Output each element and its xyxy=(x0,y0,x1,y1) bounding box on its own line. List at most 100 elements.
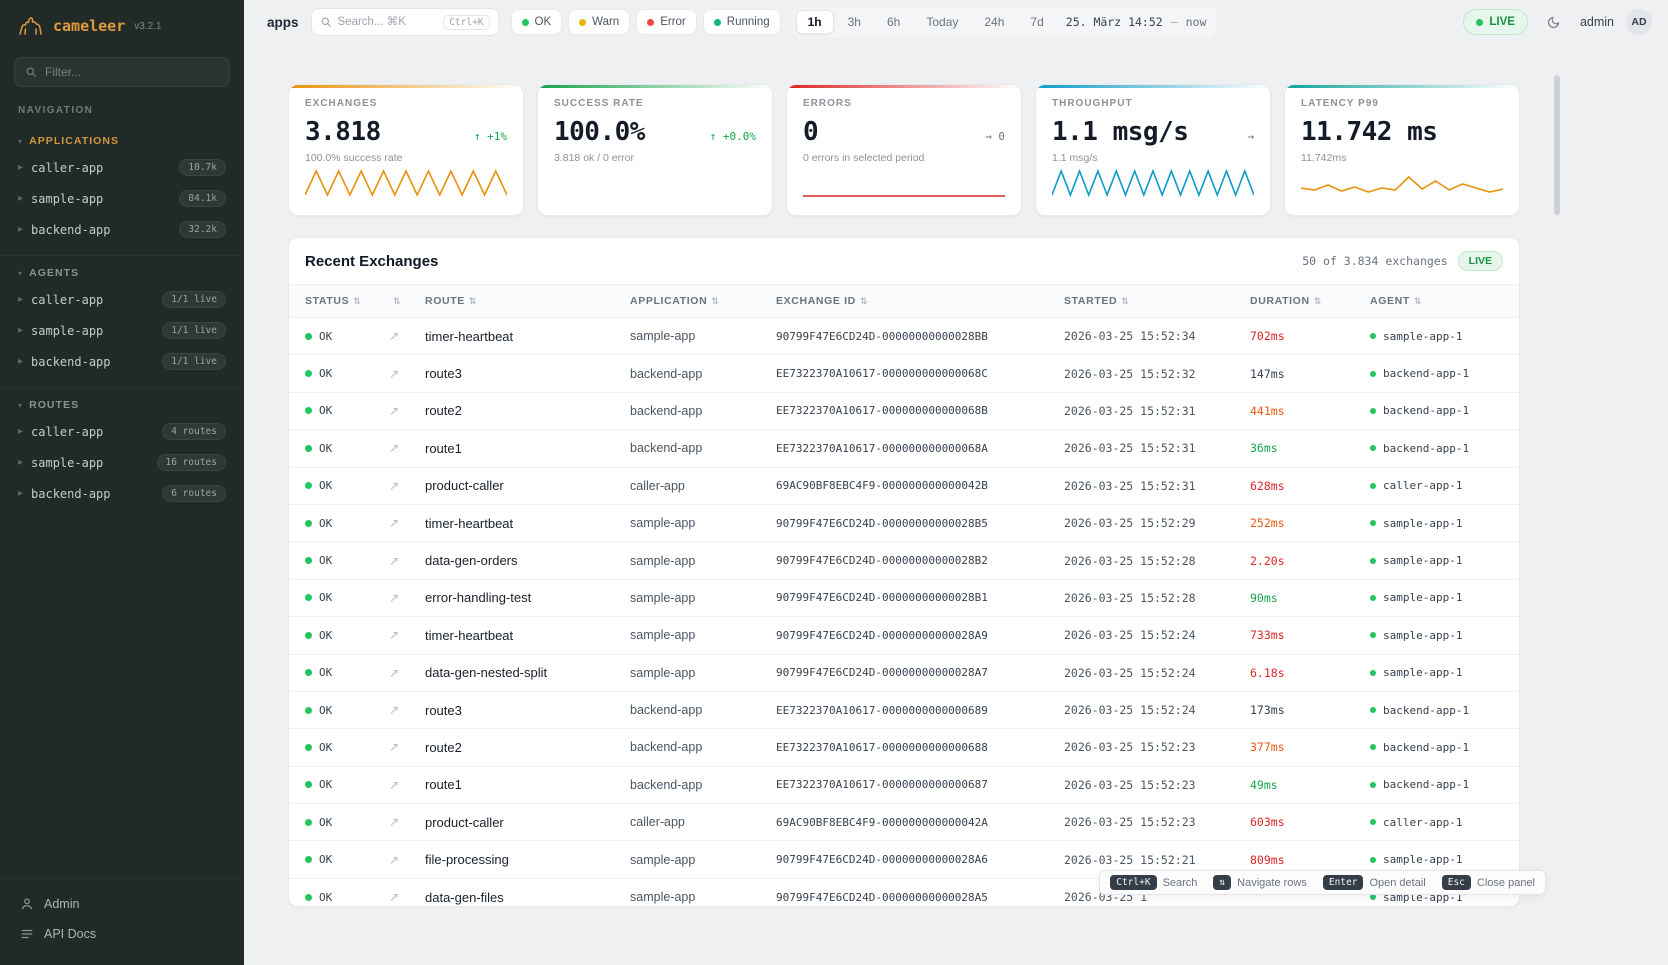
kpi-trend: ↑ +0.0% xyxy=(709,130,756,143)
agent-status-dot-icon xyxy=(1370,894,1376,901)
open-detail-icon[interactable]: ↗ xyxy=(389,852,400,867)
time-range-button[interactable]: Today xyxy=(914,10,970,34)
sidebar-item[interactable]: ▸ backend-app 1/1 live xyxy=(8,346,236,377)
section-title-label: AGENTS xyxy=(29,267,80,279)
sidebar-item[interactable]: ▸ caller-app 4 routes xyxy=(8,416,236,447)
column-header[interactable]: ROUTE ⇅ xyxy=(425,295,630,307)
open-detail-icon[interactable]: ↗ xyxy=(389,890,400,905)
status-ok-dot-icon xyxy=(305,332,312,340)
open-detail-icon[interactable]: ↗ xyxy=(389,329,400,344)
status-cell: OK xyxy=(305,404,389,417)
table-row[interactable]: OK ↗ file-processing sample-app 90799F47… xyxy=(289,841,1519,879)
time-range-button[interactable]: 1h xyxy=(795,10,834,34)
status-filter-chip[interactable]: Running xyxy=(702,9,781,35)
exchange-id: 90799F47E6CD24D-00000000000028A9 xyxy=(776,628,988,642)
topbar: apps Ctrl+K OK Warn Error Running 1h 3h … xyxy=(244,0,1668,44)
sidebar-item-badge: 6 routes xyxy=(162,485,226,502)
agent-cell: sample-app-1 xyxy=(1370,629,1503,642)
agent-cell: sample-app-1 xyxy=(1370,554,1503,567)
application-name: caller-app xyxy=(630,478,685,493)
column-header[interactable]: AGENT ⇅ xyxy=(1370,295,1503,307)
sidebar-item[interactable]: ▸ sample-app 1/1 live xyxy=(8,315,236,346)
action-cell: ↗ xyxy=(389,853,425,867)
sidebar-item[interactable]: ▸ caller-app 10.7k xyxy=(8,152,236,183)
duration-value: 441ms xyxy=(1250,403,1285,418)
table-row[interactable]: OK ↗ timer-heartbeat sample-app 90799F47… xyxy=(289,505,1519,543)
sidebar-item[interactable]: ▸ backend-app 32.2k xyxy=(8,214,236,245)
sidebar-item-admin[interactable]: Admin xyxy=(10,889,234,919)
table-row[interactable]: OK ↗ timer-heartbeat sample-app 90799F47… xyxy=(289,318,1519,356)
table-row[interactable]: OK ↗ route2 backend-app EE7322370A10617-… xyxy=(289,729,1519,767)
route-name: route1 xyxy=(425,440,462,456)
kpi-sparkline xyxy=(1052,168,1254,198)
application-name: sample-app xyxy=(630,852,696,867)
table-row[interactable]: OK ↗ error-handling-test sample-app 9079… xyxy=(289,580,1519,618)
agent-cell: backend-app-1 xyxy=(1370,704,1503,717)
section-title-agents[interactable]: ▾ AGENTS xyxy=(8,262,236,284)
sidebar-item[interactable]: ▸ backend-app 6 routes xyxy=(8,478,236,509)
open-detail-icon[interactable]: ↗ xyxy=(389,665,400,680)
theme-toggle-button[interactable] xyxy=(1540,8,1568,36)
table-title: Recent Exchanges xyxy=(305,252,439,270)
sidebar-item[interactable]: ▸ sample-app 16 routes xyxy=(8,447,236,478)
table-row[interactable]: OK ↗ data-gen-nested-split sample-app 90… xyxy=(289,655,1519,692)
sidebar-item[interactable]: ▸ sample-app 84.1k xyxy=(8,183,236,214)
open-detail-icon[interactable]: ↗ xyxy=(389,553,400,568)
table-row[interactable]: OK ↗ route1 backend-app EE7322370A10617-… xyxy=(289,430,1519,468)
column-header[interactable]: DURATION ⇅ xyxy=(1250,295,1370,307)
table-row[interactable]: OK ↗ route3 backend-app EE7322370A10617-… xyxy=(289,692,1519,730)
time-range-button[interactable]: 6h xyxy=(875,10,912,34)
live-toggle-button[interactable]: LIVE xyxy=(1463,9,1528,35)
column-header[interactable]: ⇅ xyxy=(389,296,425,307)
sidebar-item[interactable]: ▸ caller-app 1/1 live xyxy=(8,284,236,315)
kpi-value: 11.742 ms xyxy=(1301,117,1438,147)
started-timestamp: 2026-03-25 15:52:28 xyxy=(1064,590,1196,605)
sidebar-item-api-docs[interactable]: API Docs xyxy=(10,919,234,949)
time-range-button[interactable]: 24h xyxy=(972,10,1016,34)
navigation-label: NAVIGATION xyxy=(18,105,94,116)
open-detail-icon[interactable]: ↗ xyxy=(389,478,400,493)
open-detail-icon[interactable]: ↗ xyxy=(389,366,400,381)
status-cell: OK xyxy=(305,666,389,679)
open-detail-icon[interactable]: ↗ xyxy=(389,777,400,792)
table-row[interactable]: OK ↗ data-gen-orders sample-app 90799F47… xyxy=(289,542,1519,580)
route-name: route2 xyxy=(425,403,462,419)
avatar[interactable]: AD xyxy=(1626,9,1652,35)
status-filter-chip[interactable]: Error xyxy=(636,9,697,35)
column-header[interactable]: APPLICATION ⇅ xyxy=(630,295,776,307)
sidebar-item-label: caller-app xyxy=(31,292,104,307)
table-row[interactable]: OK ↗ product-caller caller-app 69AC90BF8… xyxy=(289,804,1519,842)
status-cell: OK xyxy=(305,778,389,791)
status-filter-chip[interactable]: OK xyxy=(510,9,563,35)
open-detail-icon[interactable]: ↗ xyxy=(389,516,400,531)
section-title-applications[interactable]: ▾ APPLICATIONS xyxy=(8,130,236,152)
open-detail-icon[interactable]: ↗ xyxy=(389,403,400,418)
open-detail-icon[interactable]: ↗ xyxy=(389,815,400,830)
column-header[interactable]: STARTED ⇅ xyxy=(1064,295,1250,307)
kpi-title: LATENCY P99 xyxy=(1301,98,1379,109)
table-row[interactable]: OK ↗ timer-heartbeat sample-app 90799F47… xyxy=(289,617,1519,655)
status-label: OK xyxy=(319,628,333,642)
table-row[interactable]: OK ↗ product-caller caller-app 69AC90BF8… xyxy=(289,468,1519,505)
api-docs-icon xyxy=(21,929,33,939)
started-timestamp: 2026-03-25 15:52:31 xyxy=(1064,441,1196,456)
column-header[interactable]: EXCHANGE ID ⇅ xyxy=(776,295,1064,307)
open-detail-icon[interactable]: ↗ xyxy=(389,590,400,605)
filter-input[interactable] xyxy=(45,65,219,79)
table-row[interactable]: OK ↗ route1 backend-app EE7322370A10617-… xyxy=(289,767,1519,805)
open-detail-icon[interactable]: ↗ xyxy=(389,628,400,643)
scrollbar-thumb[interactable] xyxy=(1554,75,1560,215)
table-row[interactable]: OK ↗ route2 backend-app EE7322370A10617-… xyxy=(289,393,1519,431)
section-title-routes[interactable]: ▾ ROUTES xyxy=(8,394,236,416)
time-range-button[interactable]: 7d xyxy=(1018,10,1055,34)
table-row[interactable]: OK ↗ route3 backend-app EE7322370A10617-… xyxy=(289,355,1519,393)
sidebar-item-badge: 32.2k xyxy=(179,221,226,238)
column-header[interactable]: STATUS ⇅ xyxy=(305,295,389,307)
open-detail-icon[interactable]: ↗ xyxy=(389,740,400,755)
open-detail-icon[interactable]: ↗ xyxy=(389,703,400,718)
status-filter-chip[interactable]: Warn xyxy=(568,9,631,35)
search-input[interactable] xyxy=(337,16,438,28)
open-detail-icon[interactable]: ↗ xyxy=(389,441,400,456)
time-range-button[interactable]: 3h xyxy=(836,10,873,34)
status-ok-dot-icon xyxy=(305,370,312,378)
